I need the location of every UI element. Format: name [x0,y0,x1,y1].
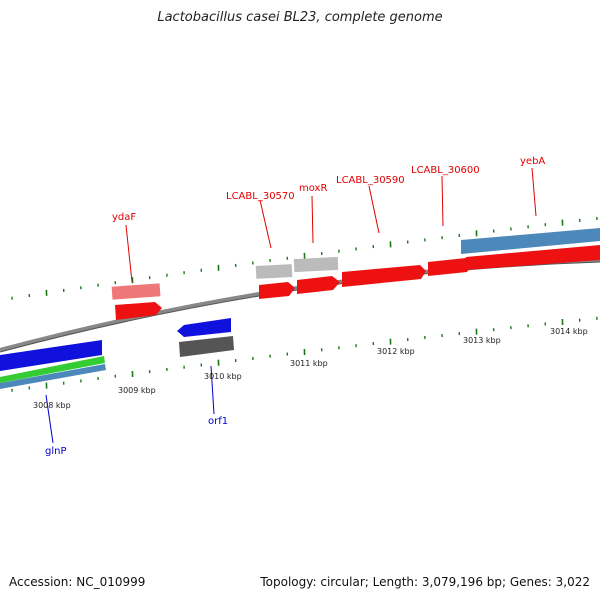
topology-text: Topology: circular; Length: 3,079,196 bp… [260,575,590,589]
gene-ydaF-light[interactable] [111,283,161,300]
genome-backbone [0,258,600,352]
gene-orf1[interactable] [177,318,231,337]
leader-LCABL_30600 [441,175,444,227]
gene-glnP-rna[interactable] [0,364,106,389]
label-orf1[interactable]: orf1 [208,416,228,427]
genome-backbone-shadow [0,261,600,353]
label-ydaF[interactable]: ydaF [112,212,136,223]
accession-text: Accession: NC_010999 [9,575,146,589]
scale-label-3011: 3011 kbp [290,359,328,368]
gene-LCABL_30570-pseudo[interactable] [255,264,293,279]
label-yebA[interactable]: yebA [520,156,545,167]
scale-label-3014: 3014 kbp [550,327,588,336]
label-LCABL_30570[interactable]: LCABL_30570 [226,191,295,202]
scale-label-3009: 3009 kbp [118,386,156,395]
leader-yebA [531,167,537,217]
leader-orf1 [210,365,215,415]
scale-label-3008: 3008 kbp [33,401,71,410]
label-glnP[interactable]: glnP [45,446,67,457]
gene-moxR[interactable] [297,276,340,294]
rna-feature-right[interactable] [461,228,600,254]
label-moxR[interactable]: moxR [299,183,327,194]
gene-moxR-pseudo[interactable] [293,256,339,273]
upper-tick-row [11,216,598,300]
leader-glnP [45,394,54,444]
gene-glnP-green[interactable] [0,356,105,383]
leader-LCABL_30570 [259,199,272,249]
gene-orf1-dark[interactable] [179,336,234,357]
leader-ydaF [125,224,133,283]
leader-moxR [311,195,314,244]
scale-label-3012: 3012 kbp [377,347,415,356]
gene-LCABL_30600[interactable] [428,258,472,276]
label-LCABL_30600[interactable]: LCABL_30600 [411,165,480,176]
gene-LCABL_30590[interactable] [342,265,426,287]
leader-LCABL_30590 [368,185,380,234]
scale-label-3013: 3013 kbp [463,336,501,345]
scale-label-3010: 3010 kbp [204,372,242,381]
gene-ydaF[interactable] [115,302,162,320]
gene-glnP-blue[interactable] [0,340,102,371]
lower-tick-row [11,316,598,392]
gene-LCABL_30570[interactable] [259,282,295,299]
map-title: Lactobacillus casei BL23, complete genom… [157,10,443,25]
gene-yebA[interactable] [466,245,600,270]
label-LCABL_30590[interactable]: LCABL_30590 [336,175,405,186]
